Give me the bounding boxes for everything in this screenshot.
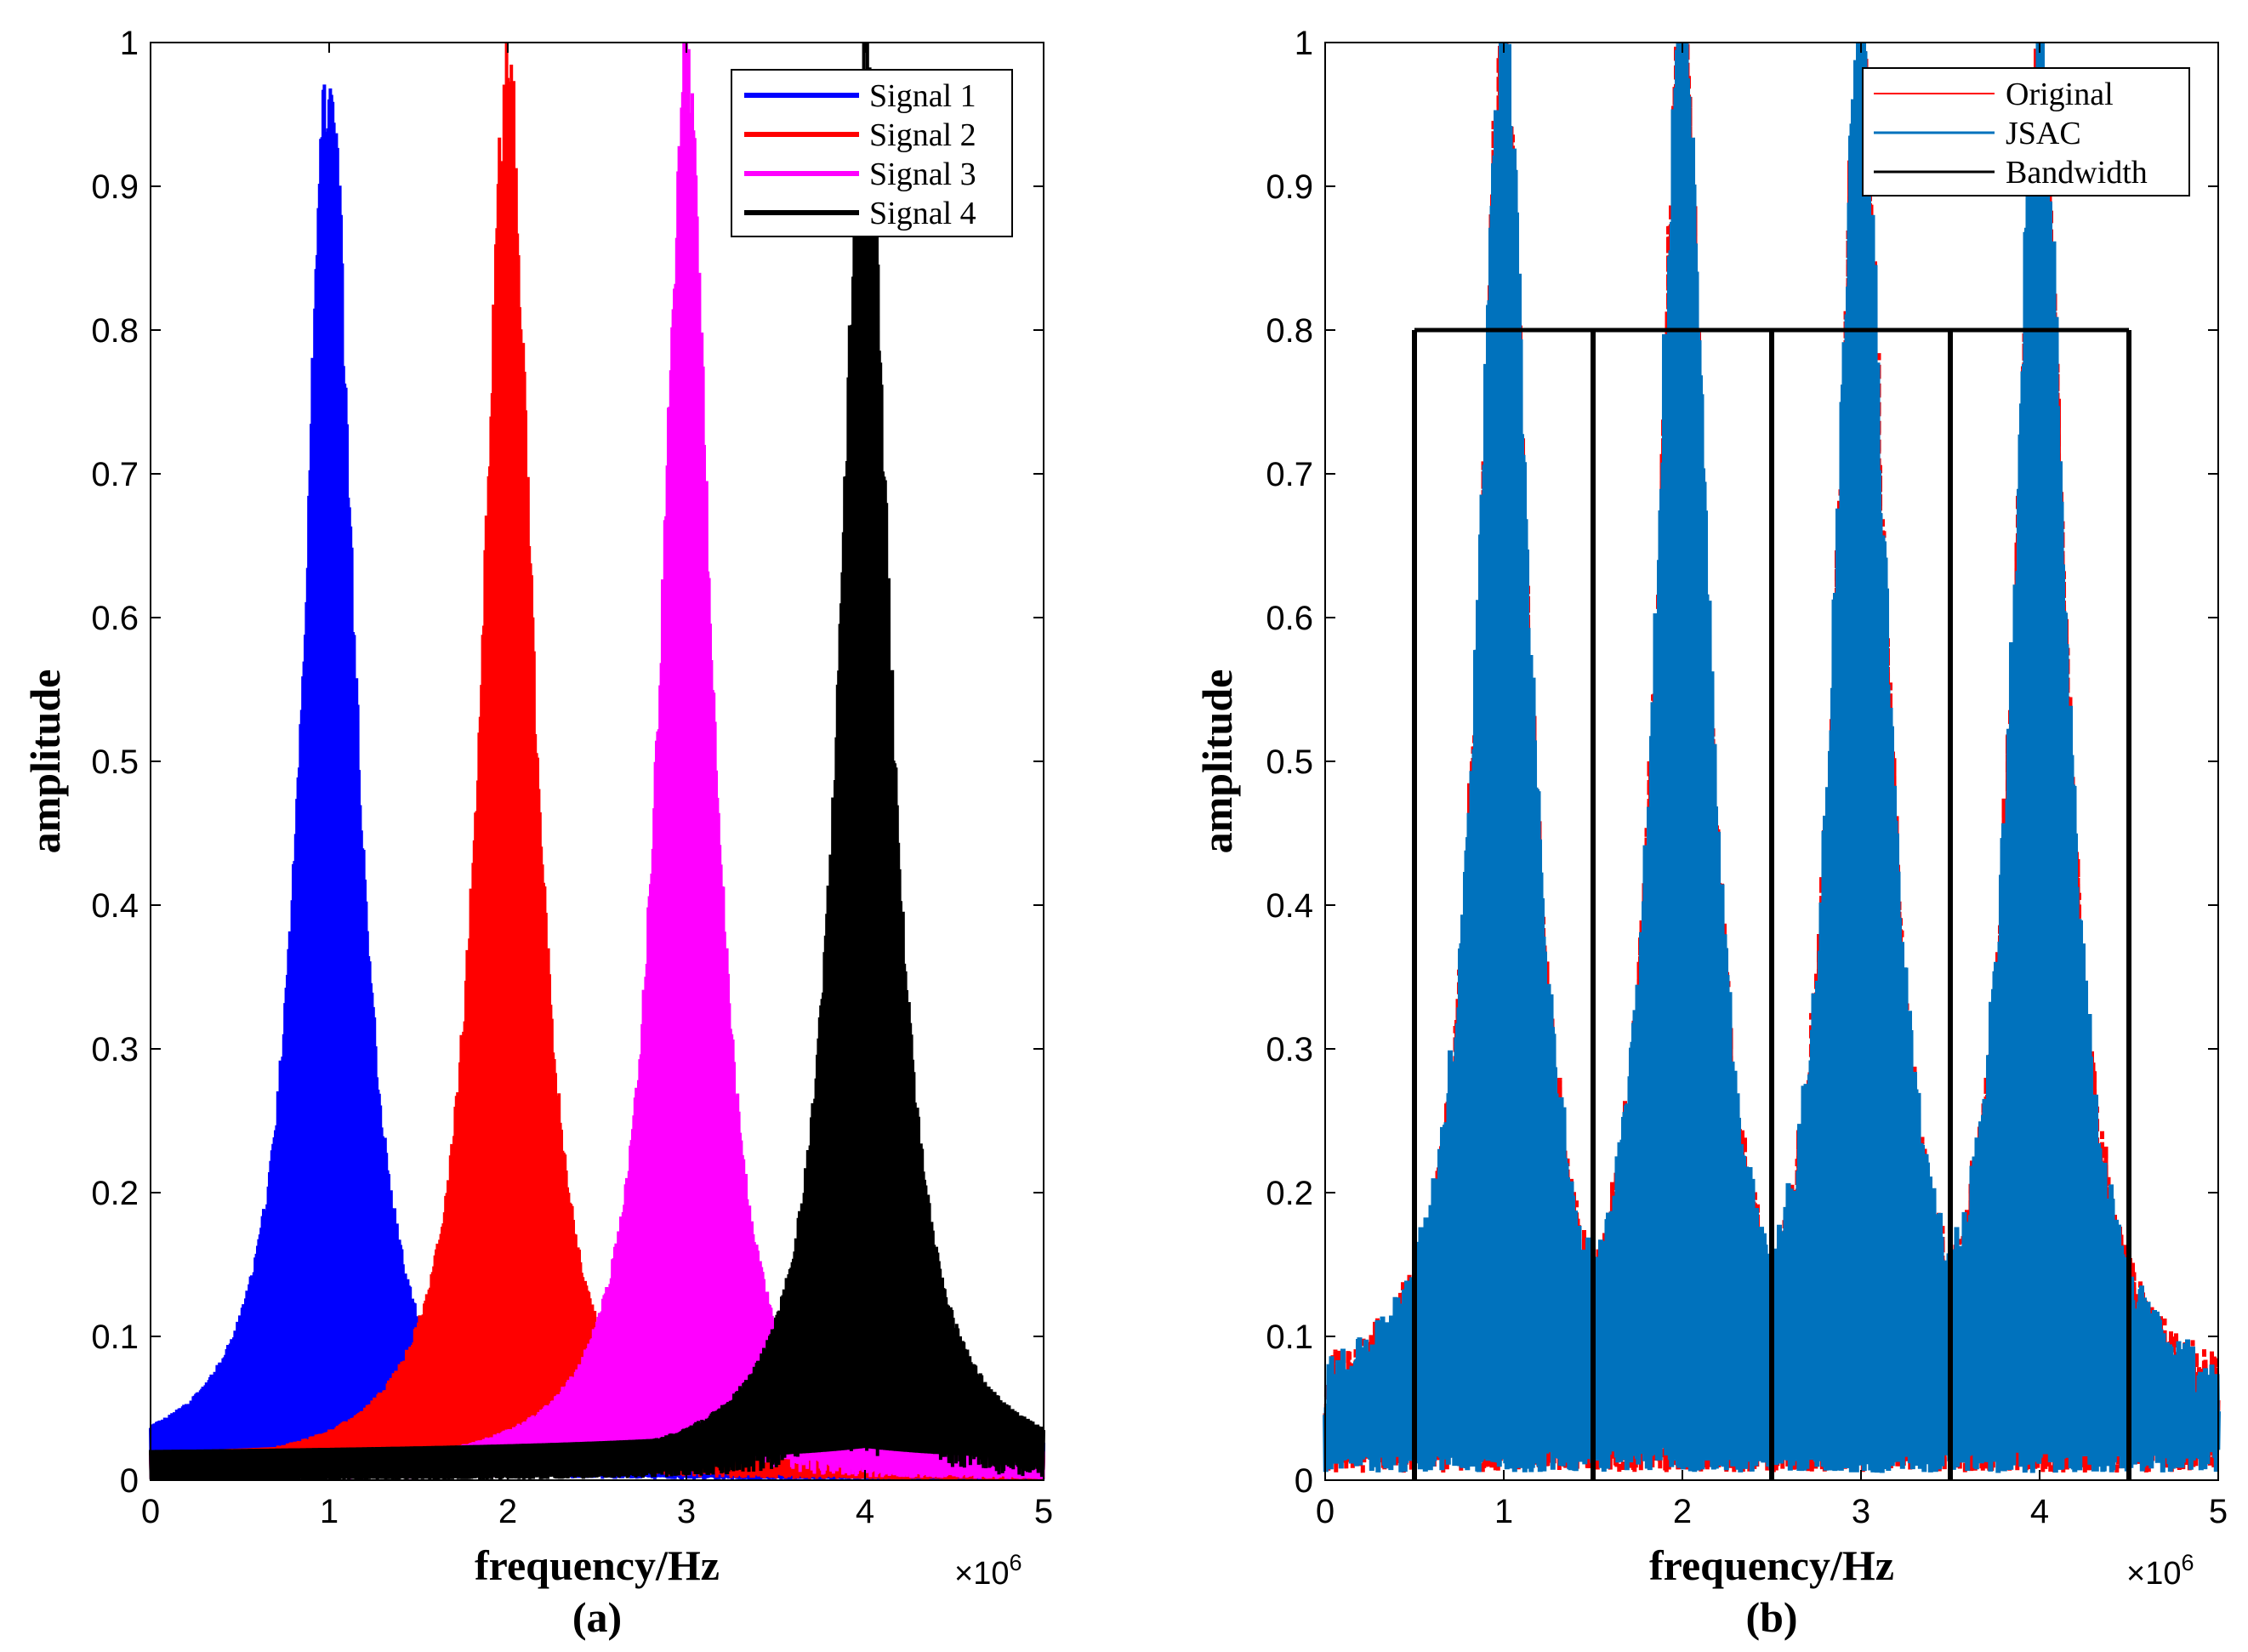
panel-b-bandwidth-boxes bbox=[1412, 328, 2131, 1480]
panel-a-chart: 0 1 2 3 4 5 0 0.1 0.2 0.3 0.4 0.5 0.6 0.7 0.8 0.9 1 ampl… bbox=[21, 25, 1053, 1641]
panel-b-legend-box bbox=[1862, 67, 2190, 197]
panel-a-legend-label: Signal 2 bbox=[869, 117, 976, 153]
panel-a-ytick-label: 0.1 bbox=[91, 1319, 139, 1356]
panel-b-legend-label: Bandwidth bbox=[2006, 155, 2148, 191]
panel-b-ylabel: amplitude bbox=[1193, 669, 1241, 854]
panel-b-ytick-label: 0 bbox=[1295, 1462, 1313, 1500]
panel-a-caption: (a) bbox=[572, 1593, 622, 1641]
panel-a-ticks: 0 1 2 3 4 5 0 0.1 0.2 0.3 0.4 0.5 0.6 0.7 0.8 0.9 1 bbox=[91, 25, 1053, 1530]
panel-a-xtick-label: 4 bbox=[856, 1493, 874, 1530]
panel-b-ticks: 0 1 2 3 4 5 0 0.1 0.2 0.3 0.4 0.5 0.6 0.7 0.8 0.9 1 bbox=[1266, 25, 2228, 1530]
panel-a-ytick-label: 0.2 bbox=[91, 1175, 139, 1212]
panel-a-xtick-label: 2 bbox=[498, 1493, 517, 1530]
panel-b-ytick-label: 0.8 bbox=[1266, 312, 1313, 350]
panel-a-ytick-label: 0.8 bbox=[91, 312, 139, 350]
panel-b-xtick-label: 2 bbox=[1673, 1493, 1692, 1530]
panel-b-legend-label: JSAC bbox=[2006, 116, 2081, 151]
panel-a-xtick-label: 3 bbox=[677, 1493, 696, 1530]
panel-b-xtick-label: 4 bbox=[2030, 1493, 2049, 1530]
panel-a-ytick-label: 0.6 bbox=[91, 600, 139, 637]
panel-b-ytick-label: 0.4 bbox=[1266, 887, 1313, 925]
panel-a-ylabel: amplitude bbox=[21, 669, 69, 854]
panel-b-xlabel: frequency/Hz bbox=[1649, 1541, 1894, 1589]
panel-b-chart: 0 1 2 3 4 5 0 0.1 0.2 0.3 0.4 0.5 0.6 0.7 0.8 0.9 1 ampl… bbox=[1193, 25, 2228, 1641]
panel-b-ytick-label: 0.1 bbox=[1266, 1319, 1313, 1356]
panel-b-caption: (b) bbox=[1745, 1593, 1797, 1641]
panel-b-xtick-label: 3 bbox=[1852, 1493, 1870, 1530]
panel-b-ytick-label: 0.6 bbox=[1266, 600, 1313, 637]
panel-b-xtick-label: 0 bbox=[1316, 1493, 1335, 1530]
panel-a-traces bbox=[149, 42, 1045, 1480]
panel-a-ytick-label: 0.3 bbox=[91, 1031, 139, 1068]
panel-b-x-multiplier: ×106 bbox=[2126, 1550, 2194, 1592]
panel-a-xlabel: frequency/Hz bbox=[475, 1541, 720, 1589]
panel-a-ytick-label: 0.5 bbox=[91, 743, 139, 781]
panel-b-ytick-label: 0.3 bbox=[1266, 1031, 1313, 1068]
panel-a-ytick-label: 0.7 bbox=[91, 456, 139, 493]
panel-a-legend-label: Signal 1 bbox=[869, 78, 976, 114]
panel-b-ytick-label: 0.5 bbox=[1266, 743, 1313, 781]
panel-a-legend-label: Signal 4 bbox=[869, 196, 976, 231]
panel-b-ytick-label: 0.2 bbox=[1266, 1175, 1313, 1212]
panel-b-xtick-label: 5 bbox=[2209, 1493, 2228, 1530]
panel-b-legend-label: Original bbox=[2006, 77, 2114, 112]
panel-a-ytick-label: 0.4 bbox=[91, 887, 139, 925]
panel-b-ytick-label: 0.7 bbox=[1266, 456, 1313, 493]
panel-b-ytick-label: 1 bbox=[1295, 25, 1313, 62]
panel-a-ytick-label: 1 bbox=[120, 25, 139, 62]
panel-b-ytick-label: 0.9 bbox=[1266, 168, 1313, 206]
panel-b-xtick-label: 1 bbox=[1494, 1493, 1513, 1530]
panel-b-legend: Original JSAC Bandwidth bbox=[1862, 67, 2190, 197]
panel-a-ytick-label: 0.9 bbox=[91, 168, 139, 206]
panel-a-ytick-label: 0 bbox=[120, 1462, 139, 1500]
panel-a-series-signal-4 bbox=[149, 42, 1045, 1480]
panel-a-xtick-label: 0 bbox=[141, 1493, 160, 1530]
panel-a-legend-label: Signal 3 bbox=[869, 157, 976, 192]
panel-a-xtick-label: 5 bbox=[1034, 1493, 1053, 1530]
panel-a-xtick-label: 1 bbox=[320, 1493, 339, 1530]
panel-a-x-multiplier: ×106 bbox=[954, 1550, 1022, 1592]
